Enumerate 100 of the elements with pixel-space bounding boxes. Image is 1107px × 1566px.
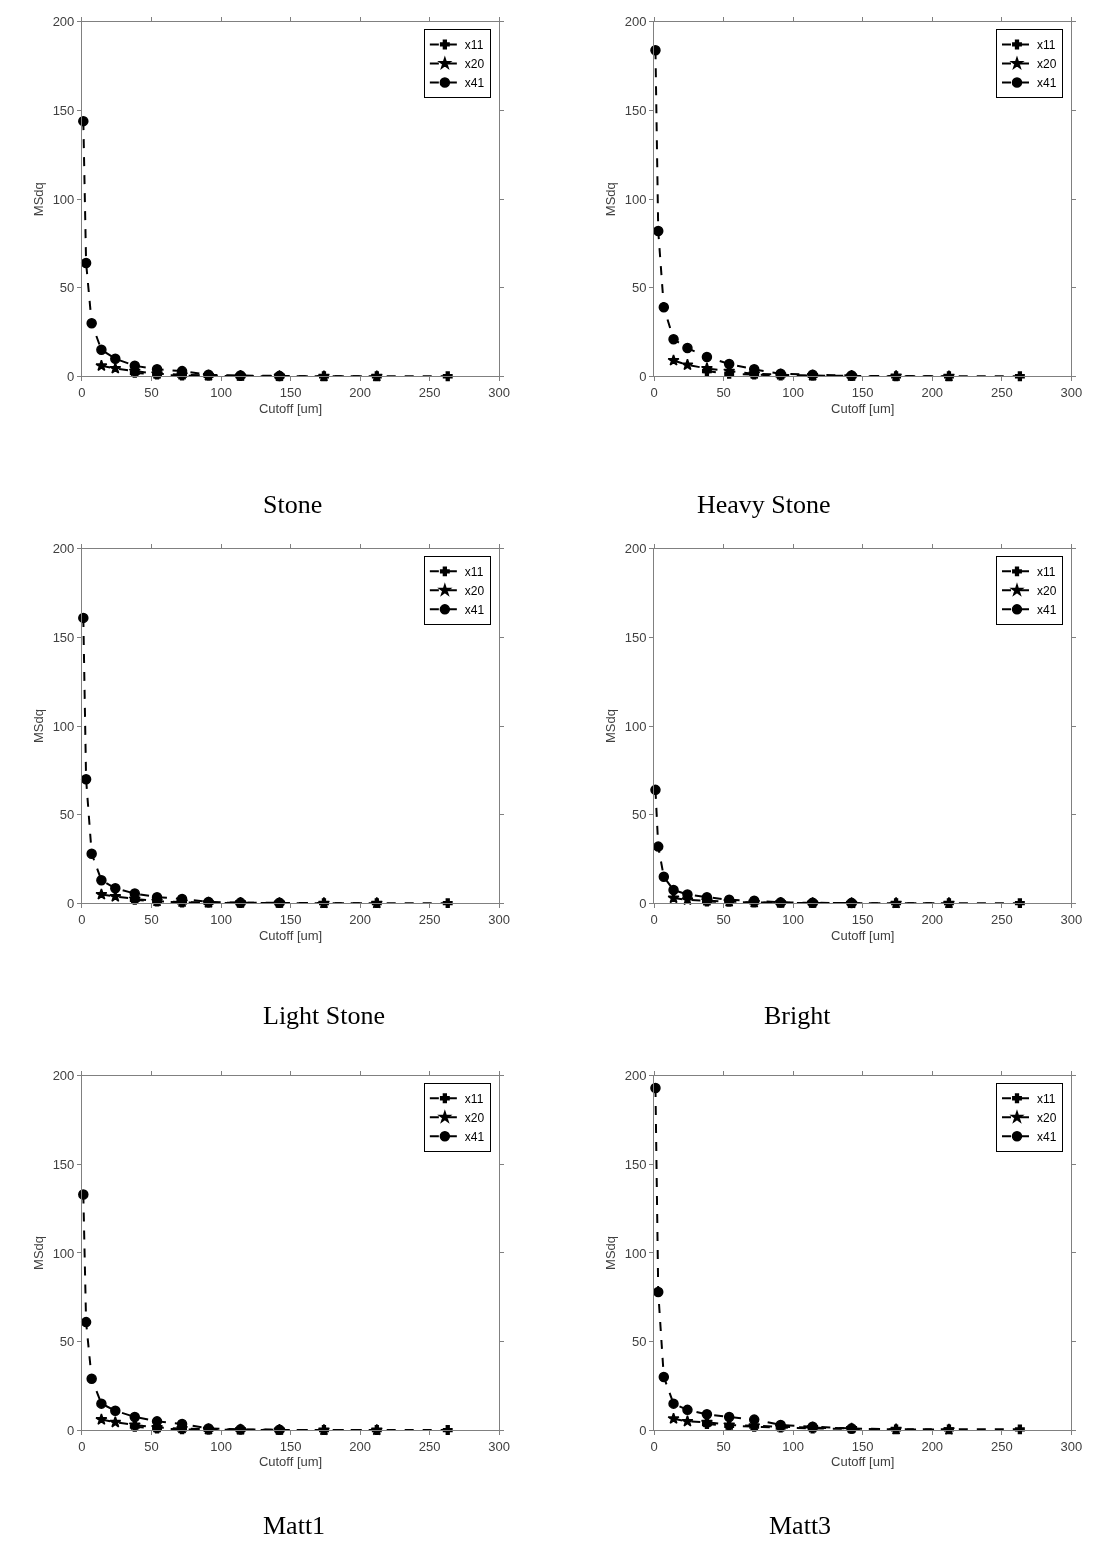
y-tick-label: 150: [52, 629, 75, 645]
y-tick-label: 100: [52, 718, 75, 734]
y-tick-label: 150: [624, 629, 647, 645]
x-tick-label: 100: [210, 385, 232, 401]
y-axis-title: MSdq: [602, 1235, 618, 1270]
x-tick-label: 300: [488, 911, 511, 927]
legend-label: x20: [1036, 1110, 1057, 1125]
legend-label: x20: [464, 584, 485, 599]
x-tick-label: 150: [279, 1438, 302, 1454]
x-tick-label: 150: [851, 385, 874, 401]
y-axis-title: MSdq: [30, 1235, 46, 1270]
x-tick-label: 50: [144, 1438, 159, 1454]
x-tick-label: 300: [1060, 385, 1083, 401]
x-tick-label: 0: [650, 911, 658, 927]
x-tick-label: 250: [990, 911, 1013, 927]
y-tick-label: 200: [624, 1068, 647, 1084]
x-tick-label: 0: [650, 385, 658, 401]
y-tick-label: 200: [624, 14, 647, 30]
x-axis-title: Cutoff [um]: [831, 1454, 895, 1470]
y-tick-label: 50: [632, 807, 647, 823]
x-tick-label: 200: [921, 1438, 944, 1454]
x-axis-title: Cutoff [um]: [258, 1454, 323, 1470]
x-tick-label: 150: [851, 1438, 874, 1454]
x-tick-label: 100: [210, 1438, 232, 1454]
text: Bright: [764, 1001, 832, 1030]
x-tick-label: 300: [488, 385, 511, 401]
text: Light Stone: [263, 1001, 386, 1030]
y-tick-label: 0: [639, 1422, 647, 1438]
y-tick-label: 100: [52, 191, 75, 207]
legend-label: x11: [464, 1091, 484, 1106]
y-tick-label: 200: [52, 14, 75, 30]
x-axis-title: Cutoff [um]: [258, 927, 323, 943]
x-tick-label: 200: [349, 385, 371, 401]
legend-label: x20: [464, 1110, 485, 1125]
legend-label: x20: [1036, 584, 1057, 599]
legend-label: x41: [464, 76, 485, 91]
x-tick-label: 50: [716, 911, 731, 927]
x-tick-label: 250: [990, 1438, 1013, 1454]
x-tick-label: 250: [418, 385, 441, 401]
x-tick-label: 50: [716, 385, 731, 401]
x-axis-title: Cutoff [um]: [258, 400, 323, 416]
y-axis-title: MSdq: [30, 182, 46, 217]
x-tick-label: 50: [144, 911, 159, 927]
legend-label: x41: [1036, 1129, 1057, 1144]
text: Heavy Stone: [697, 490, 831, 519]
x-tick-label: 250: [418, 911, 441, 927]
legend-label: x20: [1036, 57, 1057, 72]
legend-label: x20: [464, 57, 485, 72]
y-tick-label: 150: [52, 103, 75, 119]
y-axis-title: MSdq: [602, 182, 618, 217]
y-tick-label: 0: [67, 1422, 75, 1438]
x-tick-label: 250: [418, 1438, 441, 1454]
y-tick-label: 100: [52, 1245, 75, 1261]
y-tick-label: 50: [632, 280, 647, 296]
x-tick-label: 100: [210, 911, 232, 927]
text: Stone: [263, 490, 323, 519]
legend-label: x41: [1036, 76, 1057, 91]
y-tick-label: 150: [624, 103, 647, 119]
x-tick-label: 150: [851, 911, 874, 927]
y-tick-label: 0: [67, 895, 75, 911]
x-tick-label: 50: [716, 1438, 731, 1454]
y-tick-label: 0: [639, 895, 647, 911]
y-tick-label: 100: [624, 718, 647, 734]
y-tick-label: 150: [624, 1156, 647, 1172]
x-tick-label: 0: [78, 911, 86, 927]
y-tick-label: 150: [52, 1156, 75, 1172]
x-tick-label: 150: [279, 385, 302, 401]
y-tick-label: 50: [59, 280, 75, 296]
y-tick-label: 100: [624, 191, 647, 207]
y-tick-label: 200: [624, 541, 647, 557]
x-axis-title: Cutoff [um]: [831, 927, 895, 943]
y-tick-label: 50: [59, 807, 75, 823]
x-tick-label: 0: [650, 1438, 658, 1454]
x-tick-label: 300: [1060, 911, 1083, 927]
y-axis-title: MSdq: [30, 709, 46, 744]
legend-label: x11: [1036, 1091, 1056, 1106]
legend-label: x41: [464, 1129, 485, 1144]
x-tick-label: 200: [349, 911, 371, 927]
x-tick-label: 50: [144, 385, 159, 401]
y-tick-label: 50: [632, 1334, 647, 1350]
text: Matt3: [769, 1511, 832, 1540]
text: Matt1: [263, 1511, 326, 1540]
x-tick-label: 200: [349, 1438, 371, 1454]
y-tick-label: 100: [624, 1245, 647, 1261]
legend-label: x11: [1036, 565, 1056, 580]
x-tick-label: 250: [990, 385, 1013, 401]
x-tick-label: 150: [279, 911, 302, 927]
x-axis-title: Cutoff [um]: [831, 400, 895, 416]
x-tick-label: 0: [78, 385, 86, 401]
x-tick-label: 100: [782, 1438, 805, 1454]
x-tick-label: 0: [78, 1438, 86, 1454]
x-tick-label: 300: [488, 1438, 511, 1454]
y-tick-label: 50: [59, 1334, 75, 1350]
legend-label: x11: [464, 38, 484, 53]
y-tick-label: 0: [67, 368, 75, 384]
legend-label: x41: [1036, 603, 1057, 618]
x-tick-label: 200: [921, 911, 944, 927]
y-tick-label: 0: [639, 368, 647, 384]
y-axis-title: MSdq: [602, 709, 618, 744]
x-tick-label: 100: [782, 385, 805, 401]
